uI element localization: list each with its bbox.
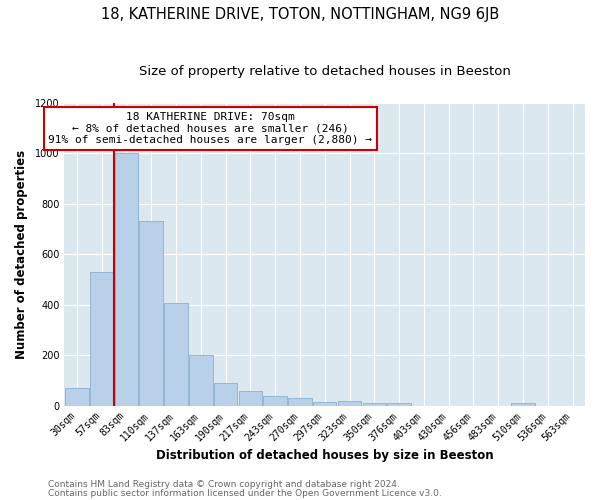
Bar (139, 222, 163, 406)
Bar (263, 396, 287, 406)
Text: Contains public sector information licensed under the Open Government Licence v3: Contains public sector information licen… (48, 488, 442, 498)
Y-axis label: Number of detached properties: Number of detached properties (15, 150, 28, 359)
Bar (239, 390, 262, 406)
Bar (90, 272, 113, 406)
Bar (288, 398, 312, 406)
X-axis label: Distribution of detached houses by size in Beeston: Distribution of detached houses by size … (156, 450, 494, 462)
Bar (511, 403, 535, 406)
Bar (214, 383, 238, 406)
Bar (313, 402, 337, 406)
Text: Contains HM Land Registry data © Crown copyright and database right 2024.: Contains HM Land Registry data © Crown c… (48, 480, 400, 489)
Bar (388, 403, 411, 406)
Bar (189, 355, 212, 406)
Bar (338, 400, 361, 406)
Bar (65, 388, 89, 406)
Bar (115, 154, 138, 406)
Text: 18 KATHERINE DRIVE: 70sqm
← 8% of detached houses are smaller (246)
91% of semi-: 18 KATHERINE DRIVE: 70sqm ← 8% of detach… (48, 112, 372, 145)
Title: Size of property relative to detached houses in Beeston: Size of property relative to detached ho… (139, 65, 511, 78)
Bar (164, 304, 188, 406)
Bar (362, 403, 386, 406)
Text: 18, KATHERINE DRIVE, TOTON, NOTTINGHAM, NG9 6JB: 18, KATHERINE DRIVE, TOTON, NOTTINGHAM, … (101, 8, 499, 22)
